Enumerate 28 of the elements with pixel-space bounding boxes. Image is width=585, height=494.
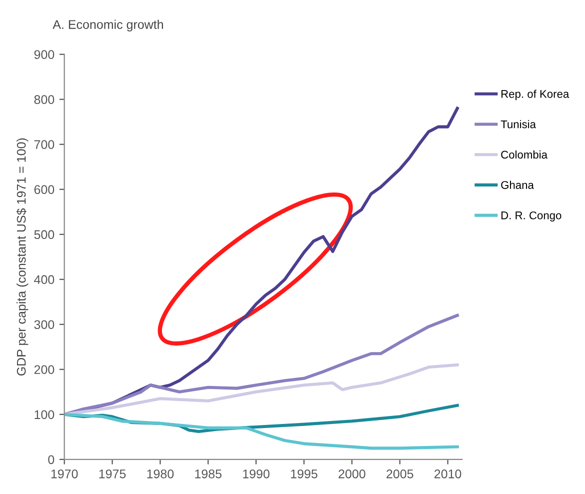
y-tick-label: 900 (34, 50, 54, 59)
x-tick-label: 1980 (147, 469, 174, 478)
x-tick-label: 1970 (51, 469, 78, 478)
legend-label: D. R. Congo (501, 211, 562, 222)
legend-label: Ghana (501, 180, 534, 189)
x-tick-label: 2010 (434, 469, 462, 478)
y-tick-label: 600 (34, 185, 54, 194)
y-tick-label: 800 (34, 95, 54, 104)
y-tick-label: 500 (34, 230, 54, 240)
x-tick-label: 2005 (386, 469, 414, 478)
y-tick-label: 200 (34, 365, 54, 374)
y-tick-label: 400 (34, 275, 54, 284)
legend-label: Colombia (501, 150, 548, 159)
x-tick-label: 1995 (291, 469, 318, 478)
chart-title: A. Economic growth (52, 20, 163, 32)
x-tick-label: 2000 (338, 469, 366, 478)
x-tick-label: 1990 (243, 469, 270, 478)
y-tick-label: 0 (48, 455, 54, 464)
legend-label: Rep. of Korea (501, 90, 570, 100)
y-tick-label: 100 (34, 410, 54, 420)
line-series (64, 363, 459, 416)
legend-label: Tunisia (500, 120, 536, 128)
x-tick-label: 1975 (99, 469, 126, 478)
x-tick-label: 1985 (195, 469, 222, 478)
y-axis-title: GDP per capita (constant US$ 1971 = 100) (16, 138, 28, 376)
y-tick-label: 700 (34, 140, 54, 150)
line-series (64, 412, 459, 450)
y-tick-label: 300 (34, 320, 54, 330)
